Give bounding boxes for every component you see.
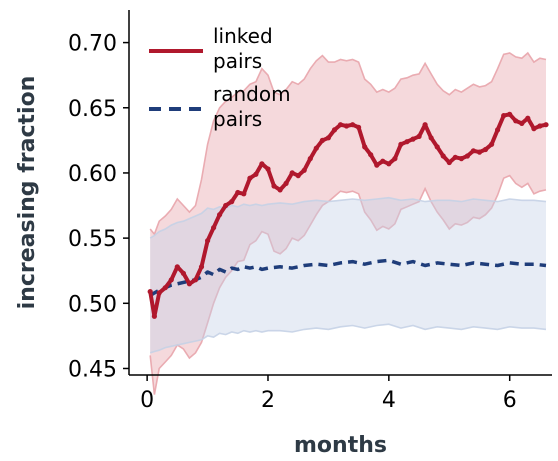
point-linked-pairs	[337, 122, 344, 128]
point-linked-pairs	[211, 225, 217, 231]
point-linked-pairs	[156, 290, 162, 296]
point-linked-pairs	[223, 202, 229, 209]
point-linked-pairs	[428, 135, 434, 141]
point-linked-pairs	[446, 159, 452, 166]
point-linked-pairs	[343, 123, 350, 129]
point-linked-pairs	[380, 158, 386, 164]
point-linked-pairs	[458, 156, 464, 162]
point-linked-pairs	[495, 127, 501, 133]
y-tick-label: 0.70	[68, 32, 117, 57]
y-tick-label: 0.60	[68, 162, 117, 187]
point-linked-pairs	[374, 162, 380, 168]
point-linked-pairs	[168, 277, 174, 283]
legend-label-linked-pairs-line1: linked	[213, 24, 273, 48]
point-linked-pairs	[331, 127, 338, 133]
point-linked-pairs	[356, 124, 362, 130]
point-linked-pairs	[319, 137, 325, 143]
point-linked-pairs	[174, 264, 180, 270]
legend-label-linked-pairs-line2: pairs	[213, 49, 262, 73]
band-random-pairs	[150, 197, 546, 353]
y-axis-title: increasing fraction	[15, 76, 40, 310]
x-tick-label: 6	[503, 388, 517, 413]
point-linked-pairs	[410, 136, 416, 142]
legend: linked pairs random pairs	[149, 24, 291, 131]
point-linked-pairs	[229, 199, 235, 205]
band-edge-upper-random-pairs	[149, 196, 547, 239]
point-linked-pairs	[192, 277, 199, 283]
confidence-bands	[149, 51, 547, 395]
point-linked-pairs	[162, 285, 168, 291]
point-linked-pairs	[301, 167, 307, 173]
point-linked-pairs	[186, 281, 192, 287]
point-linked-pairs	[295, 173, 301, 179]
point-linked-pairs	[482, 146, 489, 153]
point-linked-pairs	[392, 156, 398, 162]
x-ticks: 0 2 4 6	[140, 375, 517, 413]
point-linked-pairs	[489, 141, 495, 147]
series-lines	[147, 111, 549, 319]
point-linked-pairs	[368, 152, 374, 158]
point-linked-pairs	[398, 141, 404, 147]
x-axis-title: months	[294, 433, 387, 458]
point-linked-pairs	[147, 289, 153, 295]
point-linked-pairs	[271, 183, 277, 189]
point-linked-pairs	[283, 180, 289, 186]
band-edge-lower-linked-pairs	[149, 174, 547, 395]
point-linked-pairs	[217, 212, 223, 218]
legend-label-random-pairs-line1: random	[213, 82, 291, 106]
point-linked-pairs	[531, 126, 537, 132]
point-linked-pairs	[519, 120, 525, 126]
point-linked-pairs	[277, 187, 283, 193]
point-linked-pairs	[470, 148, 476, 154]
point-linked-pairs	[422, 122, 428, 128]
point-linked-pairs	[543, 122, 549, 128]
band-linked-pairs	[150, 53, 546, 395]
point-linked-pairs	[350, 122, 356, 128]
point-linked-pairs	[289, 170, 295, 176]
point-linked-pairs	[235, 189, 241, 196]
point-linked-pairs	[476, 149, 483, 155]
point-linked-pairs	[537, 123, 543, 129]
point-linked-pairs	[501, 113, 507, 119]
point-linked-pairs	[253, 171, 259, 177]
x-tick-label: 0	[140, 388, 154, 413]
point-linked-pairs	[507, 111, 513, 117]
point-linked-pairs	[416, 133, 422, 139]
point-linked-pairs	[464, 153, 470, 159]
point-linked-pairs	[259, 161, 265, 167]
y-tick-label: 0.65	[68, 97, 117, 122]
point-linked-pairs	[265, 166, 271, 172]
point-linked-pairs	[180, 270, 186, 276]
point-linked-pairs	[440, 153, 446, 159]
point-linked-pairs	[404, 139, 410, 145]
point-linked-pairs	[386, 161, 392, 167]
point-linked-pairs	[525, 115, 531, 121]
band-edge-lower-random-pairs	[149, 323, 547, 354]
point-linked-pairs	[313, 145, 319, 151]
point-linked-pairs	[205, 238, 211, 244]
band-edge-upper-linked-pairs	[149, 51, 547, 236]
line-random-pairs	[149, 258, 547, 297]
point-linked-pairs	[198, 264, 205, 270]
point-linked-pairs	[513, 118, 519, 124]
y-tick-label: 0.55	[68, 227, 117, 252]
point-linked-pairs	[325, 135, 331, 141]
y-tick-label: 0.45	[68, 357, 117, 382]
point-linked-pairs	[307, 156, 313, 162]
point-linked-pairs	[241, 191, 247, 197]
point-linked-pairs	[247, 175, 253, 181]
legend-label-random-pairs-line2: pairs	[213, 107, 262, 131]
x-tick-label: 2	[261, 388, 275, 413]
y-tick-label: 0.50	[68, 292, 117, 317]
point-linked-pairs	[151, 313, 157, 319]
y-ticks: 0.45 0.50 0.55 0.60 0.65 0.70	[68, 32, 129, 382]
x-tick-label: 4	[382, 388, 396, 413]
point-linked-pairs	[434, 144, 440, 150]
point-linked-pairs	[362, 144, 368, 150]
point-linked-pairs	[452, 154, 458, 160]
